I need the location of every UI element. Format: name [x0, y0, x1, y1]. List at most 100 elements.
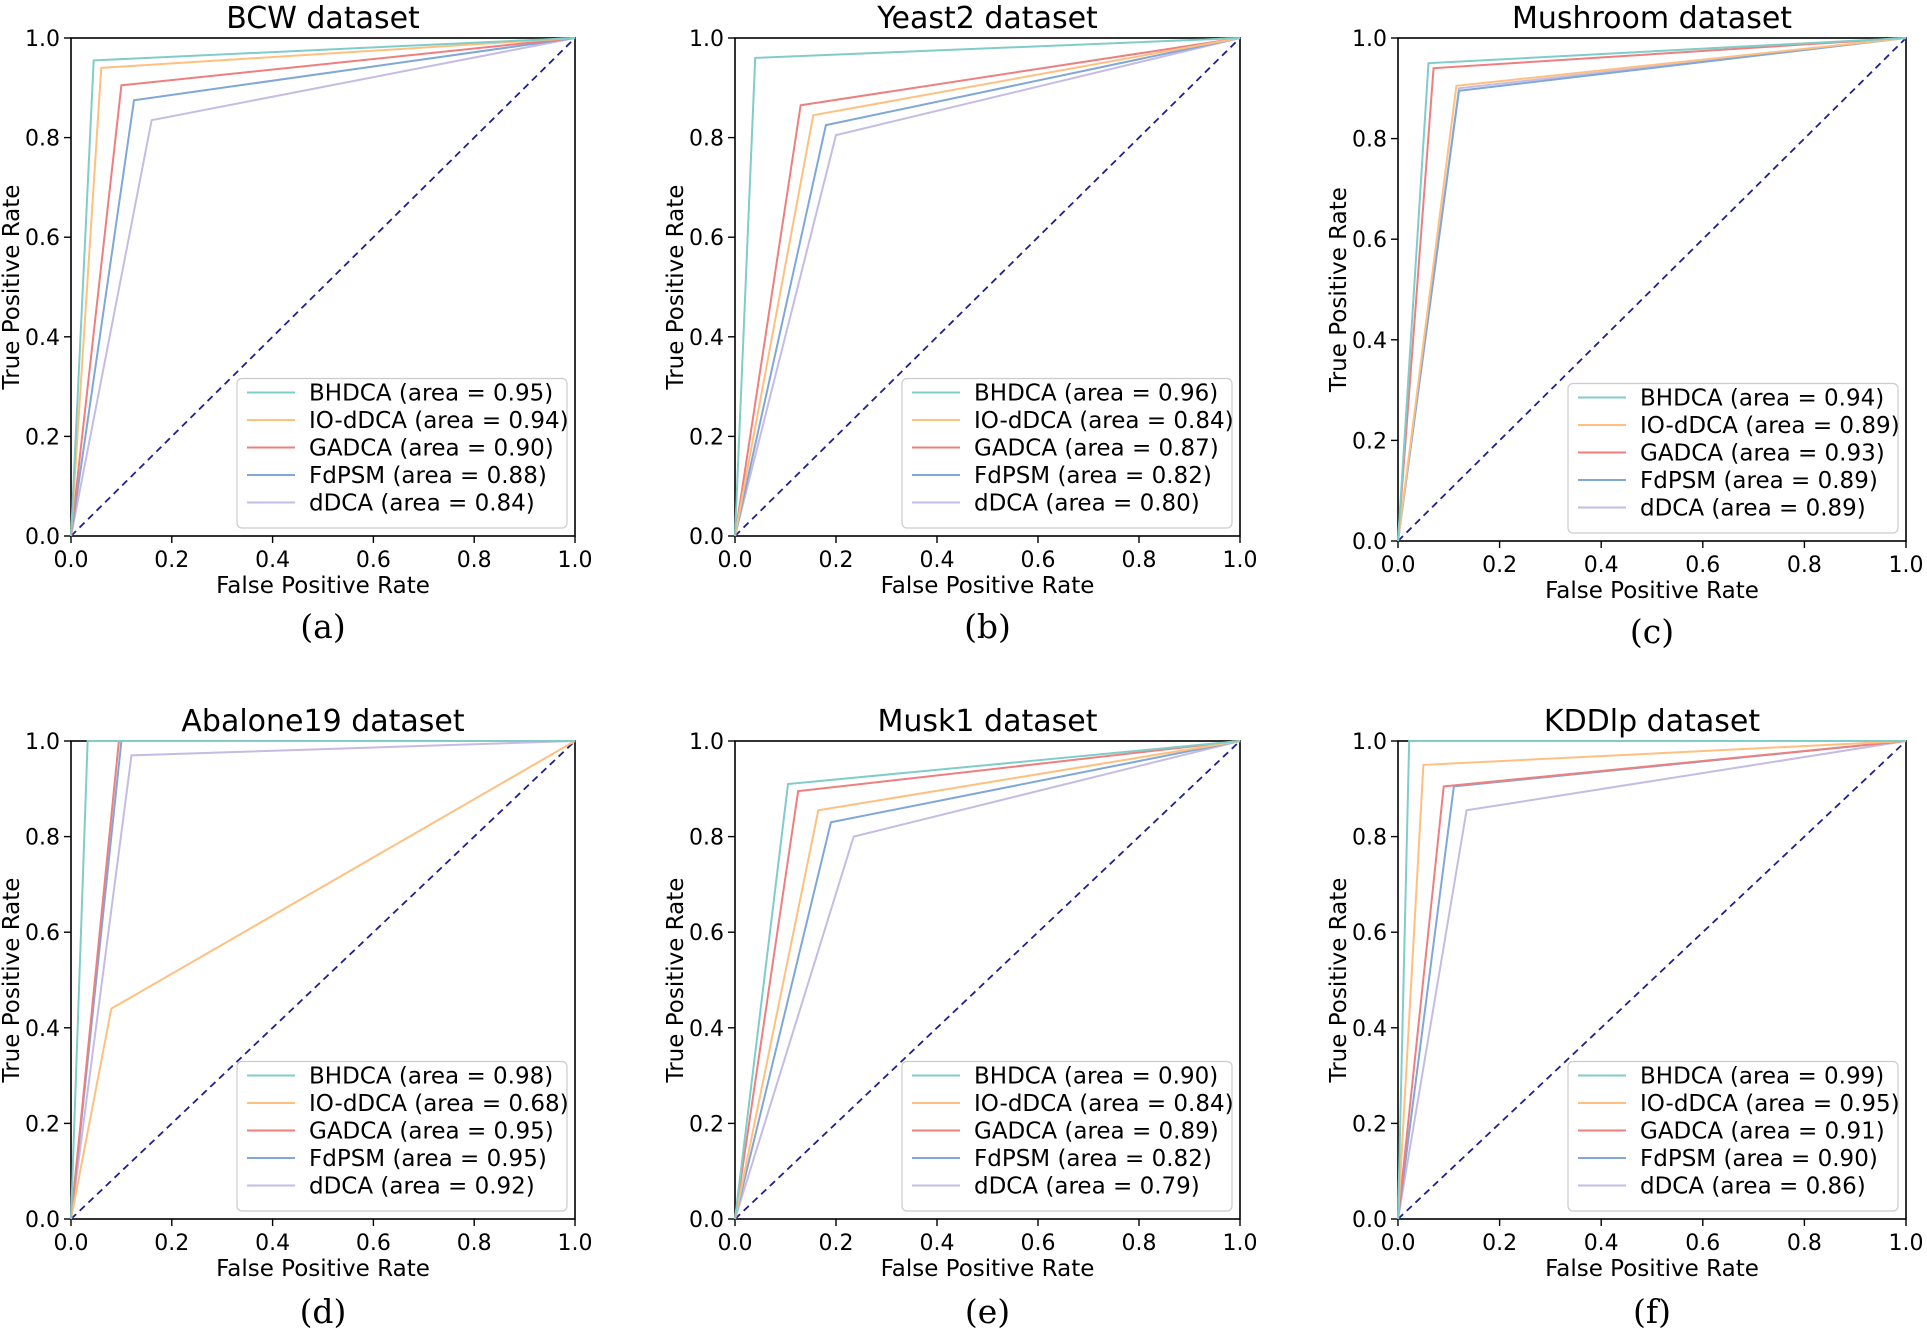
legend-label-fdpsm: FdPSM (area = 0.95)	[309, 1146, 547, 1172]
y-tick-label: 0.2	[1352, 429, 1387, 454]
y-tick-label: 0.4	[689, 326, 724, 351]
x-tick-label: 0.2	[1482, 1231, 1517, 1256]
chart-title: Musk1 dataset	[878, 704, 1098, 739]
roc-line-ddca	[70, 740, 576, 1220]
x-tick-label: 0.6	[1685, 553, 1720, 578]
legend-label-gadca: GADCA (area = 0.89)	[974, 1119, 1219, 1145]
legend: BHDCA (area = 0.90)IO-dDCA (area = 0.84)…	[901, 1060, 1234, 1212]
x-axis-label: False Positive Rate	[881, 573, 1095, 599]
chance-diagonal	[734, 37, 1241, 537]
y-tick-label: 0.2	[689, 1112, 724, 1137]
x-tick-label: 0.2	[154, 1231, 189, 1256]
x-tick-label: 0.0	[718, 1231, 753, 1256]
y-tick-label: 0.6	[1352, 228, 1387, 253]
legend-label-io-ddca: IO-dDCA (area = 0.95)	[1640, 1091, 1900, 1117]
y-axis-label: True Positive Rate	[0, 185, 25, 391]
legend-label-gadca: GADCA (area = 0.95)	[309, 1119, 554, 1145]
x-axis-label: False Positive Rate	[881, 1256, 1095, 1282]
roc-line-fdpsm	[734, 740, 1241, 1220]
x-tick-label: 0.8	[1787, 553, 1822, 578]
roc-line-bhdca	[734, 37, 1241, 537]
y-tick-label: 1.0	[25, 730, 60, 755]
chance-diagonal	[1397, 740, 1907, 1220]
y-tick-label: 0.8	[1352, 128, 1387, 153]
y-tick-label: 0.4	[1352, 329, 1387, 354]
y-tick-label: 0.8	[25, 826, 60, 851]
roc-line-io-ddca	[734, 37, 1241, 537]
x-tick-label: 0.4	[255, 1231, 290, 1256]
y-tick-label: 0.6	[689, 921, 724, 946]
x-tick-label: 0.8	[1122, 548, 1157, 573]
x-tick-label: 0.4	[920, 548, 955, 573]
chart-panel-6: 0.0 0.2 0.4 0.6 0.8 1.0 0.0 0.2 0.4 0.6 0.8 1.0 KDDl…	[1326, 704, 1924, 1331]
x-tick-label: 0.8	[1122, 1231, 1157, 1256]
legend-label-ddca: dDCA (area = 0.79)	[974, 1174, 1200, 1200]
roc-line-io-ddca	[734, 740, 1241, 1220]
legend-label-ddca: dDCA (area = 0.84)	[309, 491, 535, 517]
y-tick-label: 0.2	[1352, 1112, 1387, 1137]
y-tick-label: 1.0	[1352, 730, 1387, 755]
x-tick-label: 1.0	[1223, 548, 1258, 573]
y-tick-label: 0.6	[1352, 921, 1387, 946]
legend-box	[236, 377, 568, 529]
chart-title: Yeast2 dataset	[876, 1, 1098, 36]
x-tick-label: 0.8	[457, 1231, 492, 1256]
roc-line-ddca	[734, 740, 1241, 1220]
y-tick-label: 0.2	[689, 425, 724, 450]
legend-label-io-ddca: IO-dDCA (area = 0.94)	[309, 408, 569, 434]
legend-label-io-ddca: IO-dDCA (area = 0.89)	[1640, 413, 1900, 439]
y-tick-label: 0.4	[689, 1017, 724, 1042]
legend-label-gadca: GADCA (area = 0.91)	[1640, 1119, 1885, 1145]
chart-panel-5: 0.0 0.2 0.4 0.6 0.8 1.0 0.0 0.2 0.4 0.6 0.8 1.0 Musk…	[663, 704, 1258, 1331]
x-tick-label: 0.2	[819, 1231, 854, 1256]
x-tick-label: 1.0	[1889, 553, 1924, 578]
chart-title: BCW dataset	[226, 1, 420, 36]
y-tick-label: 1.0	[25, 27, 60, 52]
legend-label-ddca: dDCA (area = 0.92)	[309, 1174, 535, 1200]
y-tick-label: 0.6	[689, 226, 724, 251]
roc-line-bhdca	[70, 740, 575, 1220]
legend-box	[236, 1060, 568, 1212]
legend-label-io-ddca: IO-dDCA (area = 0.68)	[309, 1091, 569, 1117]
x-tick-label: 0.6	[1685, 1231, 1720, 1256]
chart-panel-3: 0.0 0.2 0.4 0.6 0.8 1.0 0.0 0.2 0.4 0.6 0.8 1.0 Mush…	[1326, 1, 1924, 651]
chance-diagonal	[70, 740, 576, 1220]
x-tick-label: 1.0	[558, 1231, 593, 1256]
legend-label-gadca: GADCA (area = 0.93)	[1640, 441, 1885, 467]
panel-caption: (b)	[964, 607, 1011, 646]
y-axis-label: True Positive Rate	[0, 878, 25, 1084]
x-axis-label: False Positive Rate	[216, 1256, 430, 1282]
legend-label-bhdca: BHDCA (area = 0.99)	[1640, 1064, 1884, 1090]
y-tick-label: 0.0	[25, 525, 60, 550]
y-axis-label: True Positive Rate	[663, 878, 689, 1084]
legend-label-fdpsm: FdPSM (area = 0.82)	[974, 463, 1212, 489]
x-tick-label: 0.4	[1584, 1231, 1619, 1256]
legend-label-bhdca: BHDCA (area = 0.98)	[309, 1064, 553, 1090]
y-axis-label: True Positive Rate	[663, 185, 689, 391]
y-tick-label: 0.4	[25, 1017, 60, 1042]
roc-line-ddca	[1397, 740, 1907, 1220]
legend-box	[1567, 1060, 1899, 1212]
legend-label-gadca: GADCA (area = 0.87)	[974, 436, 1219, 462]
panel-caption: (e)	[965, 1292, 1010, 1331]
y-tick-label: 1.0	[1352, 27, 1387, 52]
roc-line-ddca	[734, 37, 1241, 537]
roc-line-gadca	[734, 37, 1241, 537]
x-axis-label: False Positive Rate	[216, 573, 430, 599]
legend-label-gadca: GADCA (area = 0.90)	[309, 436, 554, 462]
legend-label-ddca: dDCA (area = 0.89)	[1640, 496, 1866, 522]
panel-caption: (f)	[1633, 1292, 1671, 1331]
legend: BHDCA (area = 0.95)IO-dDCA (area = 0.94)…	[236, 377, 569, 529]
y-tick-label: 0.0	[25, 1208, 60, 1233]
roc-line-io-ddca	[1397, 37, 1907, 542]
y-axis-label: True Positive Rate	[1326, 878, 1352, 1084]
chart-panel-4: 0.0 0.2 0.4 0.6 0.8 1.0 0.0 0.2 0.4 0.6 0.8 1.0 Abal…	[0, 704, 593, 1331]
x-tick-label: 0.6	[1021, 548, 1056, 573]
y-tick-label: 0.2	[25, 425, 60, 450]
legend-label-fdpsm: FdPSM (area = 0.89)	[1640, 468, 1878, 494]
y-tick-label: 0.0	[689, 525, 724, 550]
legend-label-bhdca: BHDCA (area = 0.95)	[309, 381, 553, 407]
roc-line-bhdca	[70, 37, 576, 537]
x-tick-label: 1.0	[558, 548, 593, 573]
